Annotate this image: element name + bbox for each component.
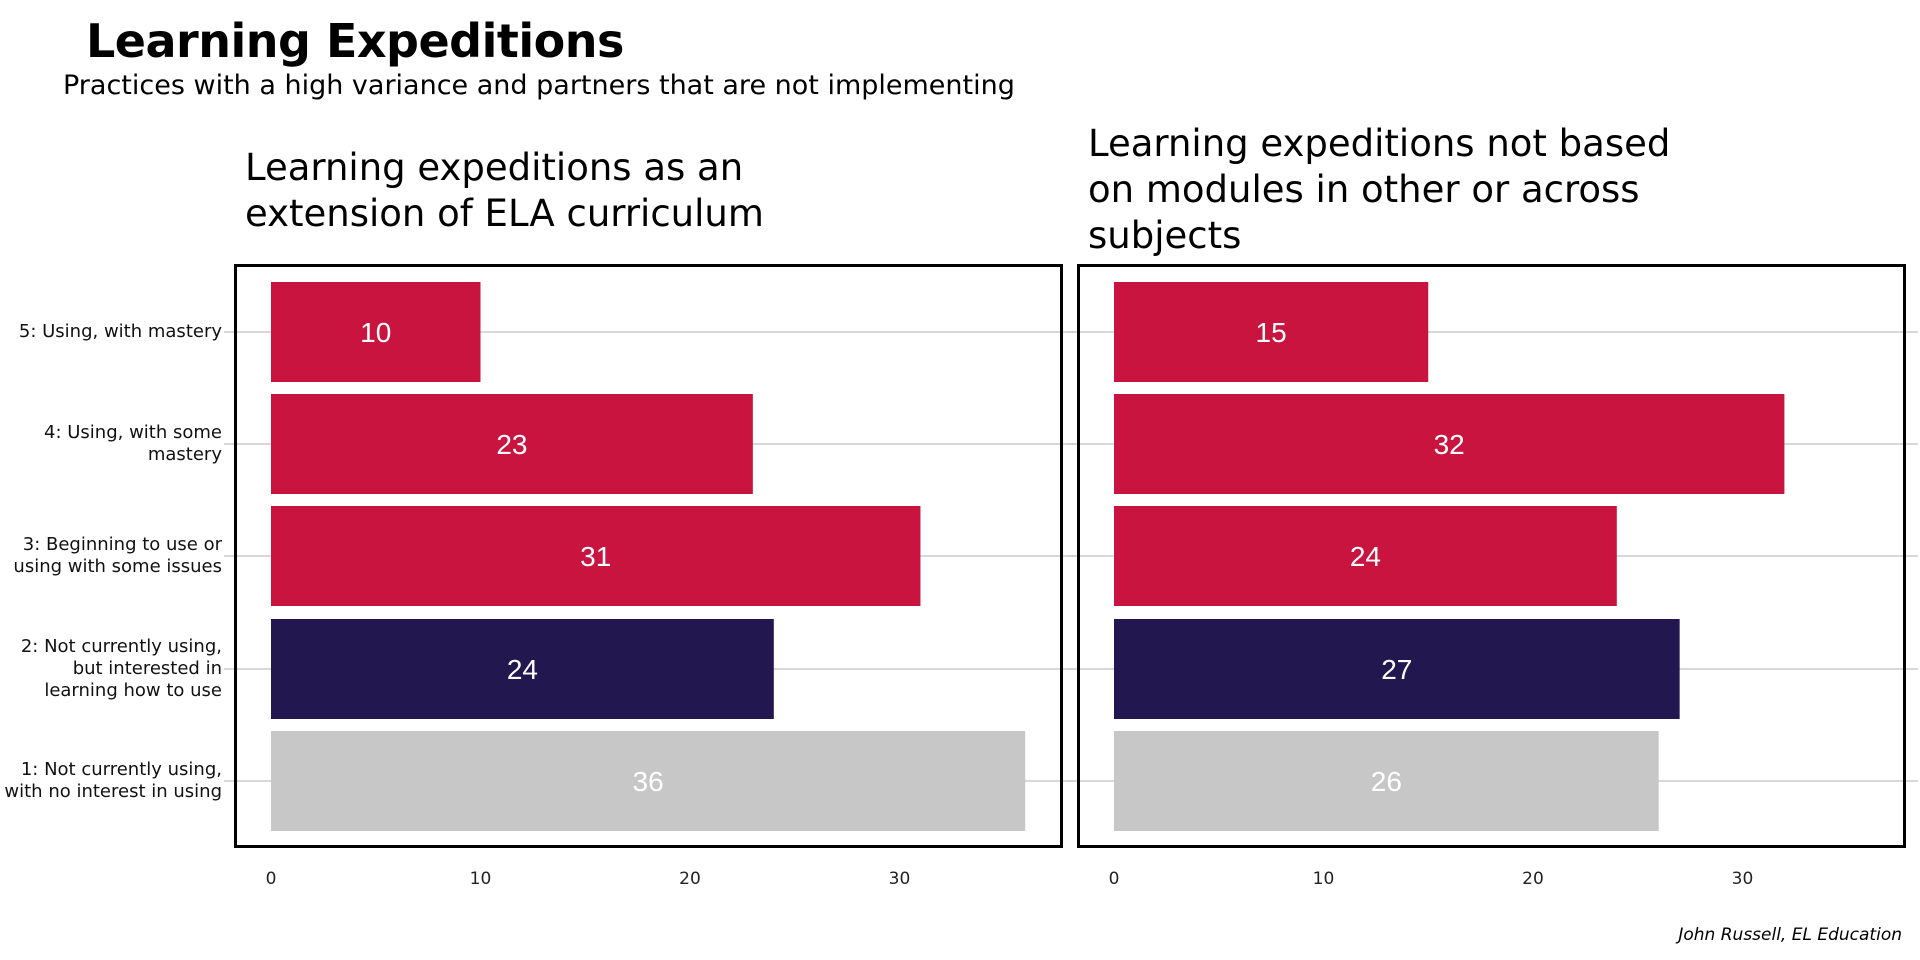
x-tick-label-0-1: 10 [470,869,492,889]
bar-0-1 [271,394,753,494]
x-tick-label-1-3: 30 [1732,869,1754,889]
y-label-2-interested: 2: Not currently using, but interested i… [20,636,222,701]
bar-1-3 [1114,619,1680,719]
bar-value-label-1-1: 32 [1434,429,1465,460]
y-label-1-no-interest: 1: Not currently using, with no interest… [4,759,222,802]
bar-1-4 [1114,731,1659,831]
bar-0-2 [271,506,921,606]
bar-value-label-1-4: 26 [1371,766,1402,797]
bar-value-label-0-3: 24 [507,654,538,685]
bar-1-0 [1114,282,1429,382]
bar-value-label-1-0: 15 [1256,317,1287,348]
x-tick-label-1-2: 20 [1522,869,1544,889]
y-label-3-beginning: 3: Beginning to use or using with some i… [13,534,222,577]
subtitle: Practices with a high variance and partn… [63,70,1015,101]
panel-title-other-subjects: Learning expeditions not based on module… [1088,122,1671,257]
credit-text: John Russell, EL Education [1678,925,1902,945]
panel-title-ela-extension: Learning expeditions as an extension of … [245,146,764,235]
bar-value-label-0-4: 36 [633,766,664,797]
bar-value-label-0-2: 31 [580,541,611,572]
panel-frame-left [234,264,1063,848]
bar-0-4 [271,731,1026,831]
x-tick-label-1-1: 10 [1313,869,1335,889]
bar-1-1 [1114,394,1785,494]
x-tick-label-0-0: 0 [266,869,277,889]
bar-0-3 [271,619,774,719]
bar-value-label-0-0: 10 [360,317,391,348]
x-tick-label-1-0: 0 [1109,869,1120,889]
panel-frame-right [1077,264,1906,848]
main-title: Learning Expeditions [86,14,624,68]
chart-panel-1: 15 32 24 27 26 0 10 20 30 [1067,282,1918,889]
x-tick-label-0-3: 30 [889,869,911,889]
bar-0-0 [271,282,481,382]
x-tick-label-0-2: 20 [679,869,701,889]
y-label-4-some-mastery: 4: Using, with some mastery [44,422,222,465]
y-label-5-mastery: 5: Using, with mastery [18,321,222,342]
bar-value-label-1-2: 24 [1350,541,1381,572]
bar-1-2 [1114,506,1617,606]
chart-panel-0: 10 23 31 24 36 0 10 20 30 [224,282,1075,889]
bar-value-label-1-3: 27 [1381,654,1412,685]
bar-value-label-0-1: 23 [496,429,527,460]
